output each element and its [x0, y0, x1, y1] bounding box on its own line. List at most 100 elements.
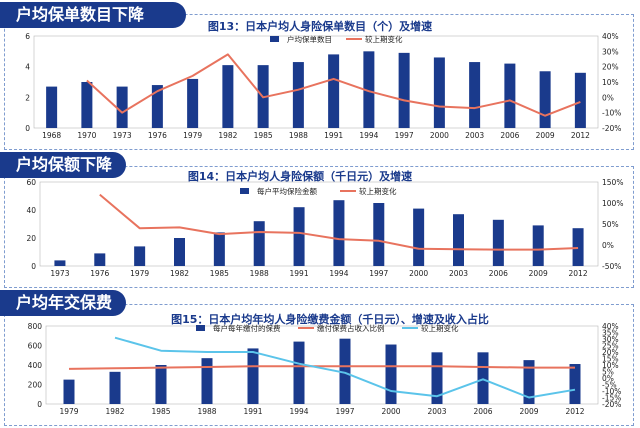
- x-tick-label: 1968: [42, 131, 61, 140]
- bar: [247, 348, 259, 404]
- y-right-tick-label: 40%: [602, 32, 619, 41]
- x-tick-label: 1988: [250, 269, 269, 278]
- bar: [54, 260, 66, 266]
- y-right-tick-label: 0%: [602, 93, 614, 102]
- legend-swatch: [196, 325, 205, 331]
- bar: [293, 207, 305, 266]
- y-right-tick-label: 50%: [602, 220, 619, 229]
- bar: [222, 65, 234, 128]
- x-tick-label: 1979: [183, 131, 202, 140]
- plot-area: [45, 325, 599, 405]
- bar: [569, 364, 581, 404]
- bar: [81, 82, 93, 128]
- bar: [453, 214, 464, 266]
- y-left-tick-label: 0: [31, 262, 36, 271]
- bar: [292, 62, 304, 128]
- legend-label: 每户平均保险金额: [257, 186, 317, 196]
- y-right-tick-label: 15%: [602, 355, 619, 364]
- x-tick-label: 1982: [170, 269, 189, 278]
- bar: [109, 371, 121, 404]
- x-tick-label: 2003: [449, 269, 468, 278]
- x-tick-label: 2000: [381, 407, 400, 416]
- series-line: [86, 53, 581, 117]
- policy-count-chart: 图13：日本户均人身险保单数目（个）及增速 0 2 4 6 -20% -10% 0% 10% 20…: [25, 19, 621, 140]
- legend-label: 较上期变化: [421, 323, 459, 333]
- chart-title: 图15：日本户均年均人身险缴费金额（千日元）、增速及收入占比: [171, 312, 489, 326]
- bar: [339, 338, 351, 404]
- bar: [398, 52, 410, 128]
- y-left-tick-label: 200: [28, 381, 43, 390]
- y-right-tick-label: -10%: [602, 109, 621, 118]
- bar: [213, 232, 225, 266]
- bar: [431, 352, 443, 404]
- bar: [253, 221, 265, 266]
- x-tick-label: 1994: [329, 269, 348, 278]
- bar: [539, 71, 551, 128]
- bar: [574, 72, 586, 128]
- legend-label: 较上期变化: [359, 186, 397, 196]
- bar: [63, 379, 75, 404]
- bar: [385, 344, 397, 404]
- y-right-tick-label: 25%: [602, 342, 619, 351]
- x-tick-label: 1973: [50, 269, 69, 278]
- y-left-tick-label: 400: [28, 361, 43, 370]
- x-tick-label: 2006: [473, 407, 492, 416]
- legend-swatch: [270, 36, 279, 42]
- bar: [187, 78, 199, 128]
- y-right-tick-label: 0%: [602, 241, 614, 250]
- y-left-tick-label: 4: [25, 63, 30, 72]
- x-tick-label: 1997: [335, 407, 354, 416]
- bar: [363, 51, 375, 129]
- bar: [94, 253, 106, 266]
- bar: [116, 86, 128, 128]
- legend-label: 较上期变化: [365, 34, 403, 44]
- x-tick-label: 1997: [369, 269, 388, 278]
- chart-frame: [4, 304, 634, 426]
- section-banner: 户均年交保费: [0, 290, 126, 316]
- series-line: [68, 365, 575, 370]
- y-right-tick-label: -15%: [602, 394, 621, 403]
- x-tick-label: 1985: [254, 131, 273, 140]
- y-right-tick-label: 40%: [602, 322, 619, 331]
- x-tick-label: 2003: [427, 407, 446, 416]
- x-tick-label: 2006: [500, 131, 519, 140]
- bar: [155, 365, 167, 404]
- section-insured-amount: 户均保额下降 图14：日本户均人身险保额（千日元）及增速 0 20 40 60 -50% 0…: [0, 152, 640, 290]
- legend-label: 每户每年缴付的保费: [213, 323, 281, 333]
- x-tick-label: 1985: [151, 407, 170, 416]
- y-right-tick-label: -5%: [602, 381, 617, 390]
- bar: [201, 358, 213, 404]
- y-right-tick-label: 30%: [602, 335, 619, 344]
- y-left-tick-label: 800: [28, 322, 43, 331]
- x-tick-label: 2000: [409, 269, 428, 278]
- chart-title: 图13：日本户均人身险保单数目（个）及增速: [208, 19, 432, 33]
- legend-label: 户均保单数目: [287, 34, 332, 44]
- x-tick-label: 2009: [519, 407, 538, 416]
- x-tick-label: 1979: [59, 407, 78, 416]
- y-left-tick-label: 0: [25, 124, 30, 133]
- x-tick-label: 1991: [290, 269, 309, 278]
- bar: [174, 238, 185, 266]
- y-right-tick-label: 5%: [602, 368, 614, 377]
- x-tick-label: 1985: [210, 269, 229, 278]
- plot-area: [39, 181, 599, 267]
- x-tick-label: 2006: [489, 269, 508, 278]
- chart-frame: [4, 14, 634, 150]
- bar: [293, 341, 305, 404]
- bar: [504, 63, 516, 128]
- y-right-tick-label: -20%: [602, 124, 621, 133]
- y-right-tick-label: -20%: [602, 400, 621, 409]
- x-tick-label: 1970: [77, 131, 96, 140]
- bar: [469, 62, 481, 128]
- x-tick-label: 1982: [218, 131, 237, 140]
- legend-label: 缴付保费占收入比例: [317, 323, 385, 333]
- bar: [433, 57, 445, 128]
- x-tick-label: 1991: [324, 131, 343, 140]
- y-right-tick-label: -10%: [602, 387, 621, 396]
- y-left-tick-label: 6: [25, 32, 30, 41]
- x-tick-label: 1973: [113, 131, 132, 140]
- y-left-tick-label: 0: [37, 400, 42, 409]
- bar: [492, 219, 504, 266]
- y-right-tick-label: 35%: [602, 329, 619, 338]
- bar: [477, 352, 489, 404]
